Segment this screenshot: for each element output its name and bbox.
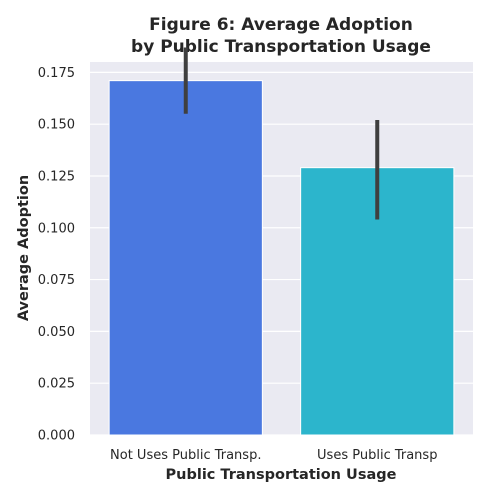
y-tick-label: 0.000	[38, 429, 75, 444]
y-tick-label: 0.125	[38, 169, 75, 184]
y-tick-label: 0.175	[38, 66, 75, 81]
y-tick-label: 0.100	[38, 221, 75, 236]
x-tick-label: Uses Public Transp	[317, 448, 437, 463]
bar-not-uses-public-transp	[108, 80, 263, 436]
chart-title-line-1: Figure 6: Average Adoption	[149, 15, 413, 35]
y-axis-label: Average Adoption	[16, 175, 32, 321]
y-tick-label: 0.025	[38, 377, 75, 392]
chart-title-line-2: by Public Transportation Usage	[131, 37, 431, 57]
x-axis-label: Public Transportation Usage	[166, 467, 397, 483]
error-bars	[183, 47, 380, 220]
y-tick-labels: 0.000 0.025 0.050 0.075 0.100 0.125 0.150 0.175	[38, 66, 75, 444]
y-tick-label: 0.150	[38, 118, 75, 133]
y-tick-label: 0.050	[38, 325, 75, 340]
x-tick-labels: Not Uses Public Transp. Uses Public Trans…	[110, 448, 437, 463]
x-tick-label: Not Uses Public Transp.	[110, 448, 261, 463]
y-tick-label: 0.075	[38, 273, 75, 288]
